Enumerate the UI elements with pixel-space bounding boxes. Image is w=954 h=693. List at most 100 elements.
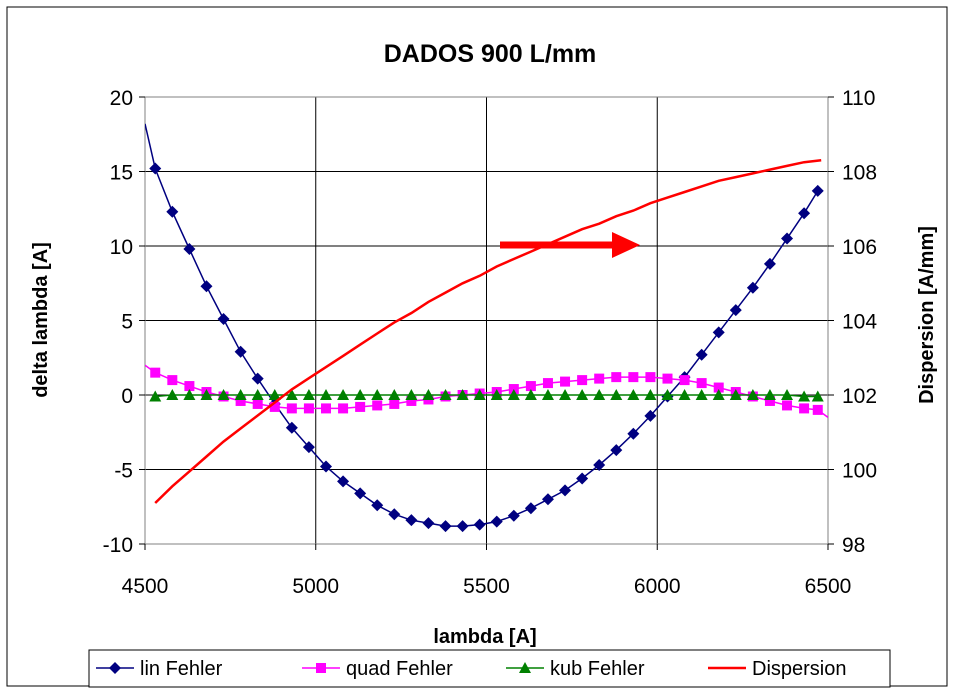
lin-fehler-marker xyxy=(507,509,520,522)
kub-fehler-marker xyxy=(763,389,776,400)
lin-fehler-marker xyxy=(627,427,640,440)
quad-fehler-marker xyxy=(594,373,605,384)
series-tails xyxy=(145,123,828,418)
x-tick-label: 5500 xyxy=(463,575,510,598)
quad-fehler-marker xyxy=(235,395,246,406)
legend-marker-kub-fehler xyxy=(519,662,531,673)
lin-fehler-marker xyxy=(541,493,554,506)
kub-fehler-marker xyxy=(798,390,811,402)
lin-fehler-marker xyxy=(285,421,298,434)
chart-title: DADOS 900 L/mm xyxy=(384,40,597,68)
kub-fehler-marker xyxy=(285,389,298,400)
y2-tick-label: 106 xyxy=(842,236,877,259)
lin-fehler-marker xyxy=(439,520,452,533)
quad-fehler-marker xyxy=(782,400,793,411)
legend-label-kub-fehler: kub Fehler xyxy=(550,658,645,680)
quad-fehler-marker xyxy=(372,400,383,411)
kub-fehler-marker xyxy=(234,389,247,400)
quad-fehler-marker xyxy=(525,381,536,392)
lin-fehler-marker xyxy=(746,281,759,294)
x-tick-label: 6500 xyxy=(805,575,852,598)
lin-fehler-tail-start xyxy=(145,123,156,169)
lin-fehler-marker xyxy=(559,484,572,497)
kub-fehler-marker xyxy=(217,389,230,400)
kub-fehler-marker xyxy=(166,389,179,400)
lin-fehler-marker xyxy=(302,441,315,454)
lin-fehler-marker xyxy=(405,514,418,527)
kub-fehler-marker xyxy=(490,389,503,400)
kub-fehler-marker xyxy=(422,389,435,400)
quad-fehler-marker xyxy=(542,378,553,389)
lin-fehler-marker xyxy=(610,444,623,457)
kub-fehler-marker xyxy=(781,389,794,400)
kub-fehler-marker xyxy=(405,389,418,400)
kub-fehler-line xyxy=(155,394,818,398)
quad-fehler-marker xyxy=(696,378,707,389)
y2-tick-label: 100 xyxy=(842,460,877,483)
lin-fehler-marker xyxy=(781,232,794,245)
lin-fehler-marker xyxy=(811,184,824,197)
legend-marker-lin-fehler xyxy=(109,662,121,674)
gridlines xyxy=(145,97,828,544)
lin-fehler-marker xyxy=(763,257,776,270)
y-tick-label: 15 xyxy=(110,162,133,185)
kub-fehler-marker xyxy=(268,389,281,400)
lin-fehler-marker xyxy=(576,472,589,485)
quad-fehler-line xyxy=(154,371,818,411)
quad-fehler-marker xyxy=(662,373,673,384)
legend-label-dispersion: Dispersion xyxy=(752,658,846,680)
kub-fehler-marker xyxy=(541,389,554,400)
y2-tick-label: 102 xyxy=(842,385,877,408)
x-tick-label: 4500 xyxy=(122,575,169,598)
lin-fehler-marker xyxy=(251,372,264,385)
lin-fehler-marker xyxy=(593,459,606,472)
dispersion-series xyxy=(154,159,822,504)
lin-fehler-marker xyxy=(644,409,657,422)
quad-fehler-marker xyxy=(628,372,639,383)
x-tick-label: 5000 xyxy=(292,575,339,598)
legend: lin Fehler quad Fehler kub Fehler Dispersio… xyxy=(88,649,891,688)
quad-fehler-marker xyxy=(269,401,280,412)
lin-fehler-marker xyxy=(217,313,230,326)
quad-fehler-marker xyxy=(406,395,417,406)
quad-fehler-marker xyxy=(679,375,690,386)
y-tick-label: 5 xyxy=(121,311,133,334)
y-tick-label: -5 xyxy=(114,460,133,483)
quad-fehler-marker xyxy=(355,401,366,412)
quad-fehler-series xyxy=(150,367,823,415)
kub-fehler-marker xyxy=(712,389,725,400)
lin-fehler-marker xyxy=(729,304,742,317)
kub-fehler-marker xyxy=(610,389,623,400)
quad-fehler-marker xyxy=(577,375,588,386)
kub-fehler-marker xyxy=(371,389,384,400)
y2-tick-label: 108 xyxy=(842,162,877,185)
kub-fehler-marker xyxy=(695,389,708,400)
lin-fehler-marker xyxy=(473,518,486,531)
y2-axis-label: Dispersion [A/mm] xyxy=(916,226,938,404)
kub-fehler-marker xyxy=(524,389,537,400)
quad-fehler-marker xyxy=(560,376,571,387)
kub-fehler-marker xyxy=(319,389,332,400)
legend-marker-quad-fehler xyxy=(316,663,326,673)
kub-fehler-marker xyxy=(661,389,674,400)
lin-fehler-marker xyxy=(371,499,384,512)
lin-fehler-marker xyxy=(388,508,401,521)
quad-fehler-marker xyxy=(338,403,349,414)
kub-fehler-marker xyxy=(729,389,742,400)
quad-fehler-marker xyxy=(184,381,195,392)
kub-fehler-marker xyxy=(473,389,486,400)
lin-fehler-marker xyxy=(695,348,708,361)
arrow-head xyxy=(612,232,640,258)
kub-fehler-marker xyxy=(149,390,162,402)
lin-fehler-marker xyxy=(319,460,332,473)
y-axis-label: delta lambda [A] xyxy=(30,242,52,398)
lin-fehler-marker xyxy=(234,345,247,358)
quad-fehler-marker xyxy=(303,403,314,414)
kub-fehler-marker xyxy=(302,389,315,400)
series-layer xyxy=(145,123,828,533)
kub-fehler-marker xyxy=(576,389,589,400)
kub-fehler-marker xyxy=(200,389,213,400)
lin-fehler-marker xyxy=(354,487,367,500)
kub-fehler-marker xyxy=(678,389,691,400)
